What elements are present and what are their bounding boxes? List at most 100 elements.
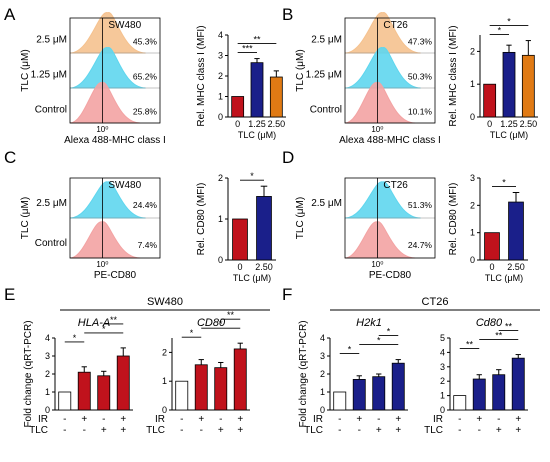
treatment-sign: -: [83, 425, 86, 436]
bar: [231, 96, 245, 118]
treatment-row-label: TLC: [29, 425, 48, 436]
x-tick-label: 2.50: [520, 119, 538, 129]
bar: [116, 355, 130, 411]
bar: [502, 51, 516, 118]
treatment-sign: -: [219, 414, 222, 425]
group-title: CT26: [422, 296, 449, 308]
panel-letter: F: [282, 285, 292, 304]
significance-label: ***: [242, 44, 253, 54]
y-tick-label: 2: [218, 71, 223, 81]
y-tick-label: 1: [218, 214, 223, 224]
y-tick-label: 0: [162, 405, 167, 415]
significance-label: **: [505, 322, 513, 332]
histogram-x-tick: 10⁰: [371, 125, 383, 134]
y-tick-label: 2: [470, 46, 475, 56]
histogram-row-label: Control: [35, 238, 67, 249]
y-tick-label: 1: [218, 92, 223, 102]
histogram-trace: [344, 47, 421, 89]
x-tick-label: 2.50: [255, 262, 273, 272]
x-tick-label: 2.50: [507, 262, 525, 272]
y-tick-label: 4: [320, 333, 325, 343]
y-tick-label: 3: [470, 173, 475, 183]
treatment-sign: +: [395, 414, 401, 425]
histogram-trace: [69, 82, 141, 124]
y-tick-label: 1: [45, 387, 50, 397]
bar: [391, 362, 405, 411]
histogram-trace: [69, 47, 146, 89]
y-tick-label: 2: [320, 369, 325, 379]
histogram-x-tick: 10⁰: [96, 125, 108, 134]
histogram-trace: [344, 221, 416, 259]
panel-letter: E: [4, 285, 15, 304]
bar: [333, 391, 347, 411]
histogram-percent: 45.3%: [133, 36, 158, 46]
bar: [97, 375, 111, 411]
x-tick-label: 0: [235, 119, 240, 129]
significance-label: *: [348, 345, 352, 355]
histogram-percent: 65.2%: [133, 71, 158, 81]
x-tick-label: 1.25: [248, 119, 266, 129]
bar: [508, 201, 524, 261]
histogram-row-label: 1.25 μM: [306, 70, 342, 81]
histogram-y-label: TLC (μM): [20, 49, 31, 91]
bar: [352, 378, 366, 411]
treatment-row-label: IR: [155, 414, 165, 425]
y-tick-label: 1: [470, 228, 475, 238]
histogram-title: SW480: [108, 180, 141, 191]
treatment-row-label: TLC: [146, 425, 165, 436]
y-tick-label: 2: [45, 369, 50, 379]
treatment-sign: +: [515, 414, 521, 425]
y-axis-label: Fold change (qRT-PCR): [23, 320, 34, 427]
histogram-trace: [69, 12, 146, 54]
panel-letter: B: [282, 5, 293, 24]
histogram-percent: 7.4%: [138, 240, 158, 250]
y-axis-label: Rel. MHC class I (MFI): [196, 25, 207, 126]
y-tick-label: 2: [440, 376, 445, 386]
histogram-trace: [69, 181, 146, 219]
histogram-percent: 50.3%: [408, 71, 433, 81]
treatment-row-label: IR: [313, 414, 323, 425]
panel-letter: A: [4, 5, 16, 24]
y-tick-label: 2: [470, 200, 475, 210]
y-tick-label: 2: [218, 173, 223, 183]
treatment-sign: +: [218, 425, 224, 436]
x-tick-label: 1.25: [500, 119, 518, 129]
y-tick-label: 3: [218, 51, 223, 61]
significance-label: *: [219, 319, 223, 329]
histogram-row-label: 2.5 μM: [36, 35, 67, 46]
y-axis-label: Rel. CD80 (MFI): [448, 183, 459, 256]
histogram-percent: 51.3%: [408, 200, 433, 210]
chart-title: Cd80: [476, 317, 503, 329]
significance-label: **: [110, 315, 118, 325]
significance-label: *: [502, 177, 506, 187]
y-tick-label: 0: [45, 405, 50, 415]
y-tick-label: 0: [218, 255, 223, 265]
y-tick-label: 5: [440, 333, 445, 343]
treatment-sign: +: [515, 425, 521, 436]
x-tick-label: 0: [487, 119, 492, 129]
treatment-row-label: TLC: [304, 425, 323, 436]
treatment-sign: -: [377, 414, 380, 425]
treatment-sign: +: [101, 425, 107, 436]
y-tick-label: 4: [45, 333, 50, 343]
y-tick-label: 1: [470, 79, 475, 89]
treatment-sign: +: [395, 425, 401, 436]
significance-label: **: [227, 310, 235, 320]
significance-label: **: [253, 35, 261, 45]
histogram-trace: [344, 12, 421, 54]
significance-label: **: [495, 331, 503, 341]
treatment-sign: -: [63, 414, 66, 425]
chart-title: CD80: [197, 317, 226, 329]
bar: [511, 357, 525, 411]
treatment-sign: +: [376, 425, 382, 436]
treatment-row-label: IR: [433, 414, 443, 425]
bar: [256, 196, 272, 261]
histogram-trace: [344, 82, 416, 124]
treatment-row-label: IR: [38, 414, 48, 425]
y-axis-label: Fold change (qRT-PCR): [298, 320, 309, 427]
histogram-trace: [69, 221, 141, 259]
histogram-row-label: Control: [35, 105, 67, 116]
treatment-sign: -: [180, 414, 183, 425]
treatment-sign: +: [81, 414, 87, 425]
bar: [453, 395, 467, 411]
